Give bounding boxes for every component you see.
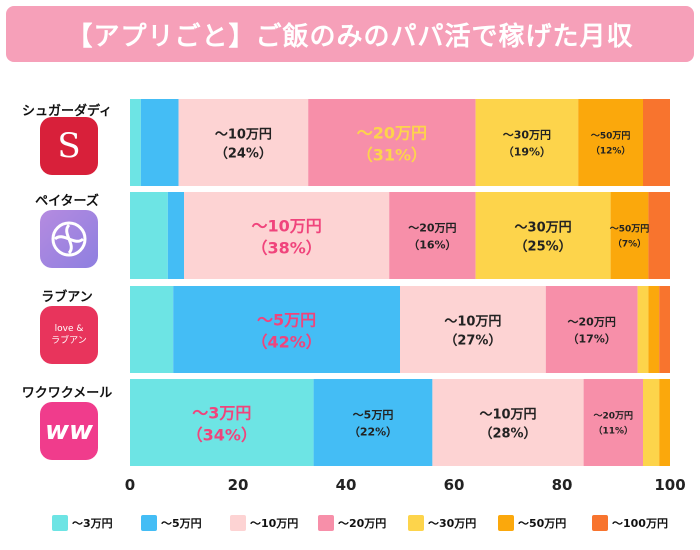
legend-label: 〜20万円 [338, 517, 387, 530]
bar-segment [643, 379, 660, 466]
legend-label: 〜5万円 [161, 517, 202, 530]
legend-item: 〜30万円 [408, 508, 476, 538]
x-tick-label: 40 [336, 476, 357, 494]
legend-item: 〜5万円 [141, 508, 202, 538]
stacked-bar-chart: 〜10万円 （24%） 〜20万円 （31%） 〜30万円 （19%） 〜50万円 （12%）… [125, 99, 686, 494]
x-tick-label: 60 [444, 476, 465, 494]
bar-segment [313, 379, 433, 466]
x-tick-label: 100 [654, 476, 685, 494]
legend-item: 〜20万円 [318, 508, 386, 538]
legend-swatch [52, 515, 68, 531]
legend-swatch [141, 515, 157, 531]
data-label: （25%） [515, 239, 572, 255]
data-label: 〜10万円 [251, 217, 321, 236]
data-label: 〜20万円 [568, 316, 616, 329]
legend-swatch [592, 515, 608, 531]
data-label: （27%） [444, 333, 501, 349]
app-label-sugardaddy: シュガーダディ [21, 104, 113, 119]
legend-swatch [318, 515, 334, 531]
legend-label: 〜30万円 [428, 517, 477, 530]
data-label: 〜50万円 [591, 131, 631, 142]
data-label: （12%） [591, 146, 631, 157]
legend-swatch [230, 515, 246, 531]
data-label: （17%） [568, 333, 616, 346]
loveanne-logo-icon: love & ラブアン [40, 306, 98, 364]
data-label: （11%） [594, 426, 634, 437]
app-label-wakuwakumail: ワクワクメール [21, 386, 113, 401]
legend-item: 〜50万円 [498, 508, 566, 538]
sugardaddy-s-logo-icon: S [40, 117, 98, 175]
bar-segment [545, 286, 638, 373]
data-label: （22%） [349, 426, 397, 439]
data-label: 〜10万円 [215, 128, 272, 143]
bar-segment [583, 379, 643, 466]
data-label: 〜10万円 [444, 315, 501, 330]
data-label: （42%） [251, 333, 321, 352]
x-tick-label: 0 [125, 476, 135, 494]
bar-segment [659, 286, 670, 373]
bar-segment [173, 286, 400, 373]
data-label: （19%） [503, 146, 551, 159]
x-tick-label: 20 [228, 476, 249, 494]
bar-segment [308, 99, 476, 186]
chart-legend: 〜3万円 〜5万円 〜10万円 〜20万円 〜30万円 〜50万円 〜100万円 [0, 508, 700, 538]
legend-item: 〜3万円 [52, 508, 113, 538]
data-label: （38%） [251, 239, 321, 258]
bar-segment [140, 99, 179, 186]
chart-title: 【アプリごと】ご飯のみのパパ活で稼げた月収 [6, 6, 694, 62]
data-label: 〜5万円 [353, 409, 394, 422]
legend-label: 〜100万円 [612, 517, 668, 530]
legend-label: 〜10万円 [250, 517, 299, 530]
legend-item: 〜10万円 [230, 508, 298, 538]
bar-segment [432, 379, 584, 466]
x-tick-label: 80 [552, 476, 573, 494]
data-label: 〜30万円 [515, 221, 572, 236]
app-label-loveanne: ラブアン [41, 290, 93, 305]
legend-swatch [498, 515, 514, 531]
data-label: 〜5万円 [257, 311, 316, 330]
bar-segment [643, 99, 670, 186]
bar-segment [130, 286, 174, 373]
data-label: 〜20万円 [408, 222, 456, 235]
bar-segment [389, 192, 476, 279]
data-label: （24%） [215, 146, 272, 162]
bar-segment [475, 99, 579, 186]
wakuwakumail-ww-logo-icon: ww [40, 402, 98, 460]
bar-segment [475, 192, 611, 279]
data-label: （31%） [357, 146, 427, 165]
bar-segment [130, 99, 141, 186]
data-label: 〜20万円 [594, 411, 634, 422]
bar-segment [167, 192, 184, 279]
bar-segment [659, 379, 670, 466]
bar-segment [178, 99, 309, 186]
data-label: 〜20万円 [357, 124, 427, 143]
bar-segment [578, 99, 643, 186]
data-label: 〜30万円 [503, 129, 551, 142]
data-label: 〜50万円 [610, 224, 650, 235]
legend-label: 〜50万円 [518, 517, 567, 530]
bar-segment [648, 286, 660, 373]
app-label-paters: ペイターズ [35, 194, 99, 209]
data-label: 〜10万円 [479, 408, 536, 423]
bar-segment [637, 286, 649, 373]
data-label: （34%） [187, 426, 257, 445]
data-label: （7%） [613, 239, 646, 250]
bar-segment [400, 286, 546, 373]
bar-segment [130, 379, 314, 466]
legend-swatch [408, 515, 424, 531]
data-label: 〜3万円 [192, 404, 251, 423]
bar-segment [648, 192, 670, 279]
legend-label: 〜3万円 [72, 517, 113, 530]
paters-swirl-logo-icon [40, 210, 98, 268]
bar-segment [130, 192, 168, 279]
data-label: （28%） [479, 426, 536, 442]
data-label: （16%） [408, 239, 456, 252]
bar-segment [184, 192, 390, 279]
bar-segment [610, 192, 649, 279]
legend-item: 〜100万円 [592, 508, 668, 538]
